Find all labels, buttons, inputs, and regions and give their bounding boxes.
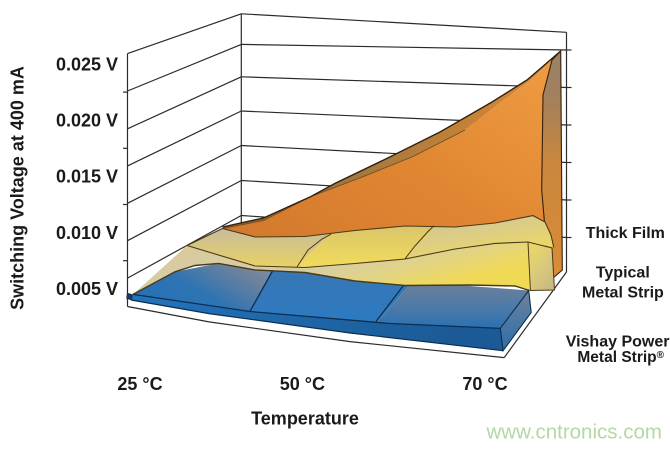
svg-text:0.025 V: 0.025 V xyxy=(56,54,118,74)
svg-text:25 °C: 25 °C xyxy=(117,374,162,394)
svg-text:www.cntronics.com: www.cntronics.com xyxy=(486,421,662,444)
svg-text:Metal Strip®: Metal Strip® xyxy=(577,349,664,366)
svg-text:0.005 V: 0.005 V xyxy=(56,279,118,299)
svg-text:Metal Strip: Metal Strip xyxy=(582,285,664,302)
svg-text:Switching Voltage at 400 mA: Switching Voltage at 400 mA xyxy=(8,66,28,310)
svg-text:70 °C: 70 °C xyxy=(462,374,507,394)
svg-text:Temperature: Temperature xyxy=(251,409,359,429)
svg-text:50 °C: 50 °C xyxy=(280,374,325,394)
svg-text:Thick Film: Thick Film xyxy=(586,225,665,242)
svg-text:Vishay Power: Vishay Power xyxy=(566,333,670,350)
svg-text:0.015 V: 0.015 V xyxy=(56,167,118,187)
svg-text:Typical: Typical xyxy=(596,265,650,282)
svg-text:0.010 V: 0.010 V xyxy=(56,223,118,243)
svg-text:0.020 V: 0.020 V xyxy=(56,111,118,131)
